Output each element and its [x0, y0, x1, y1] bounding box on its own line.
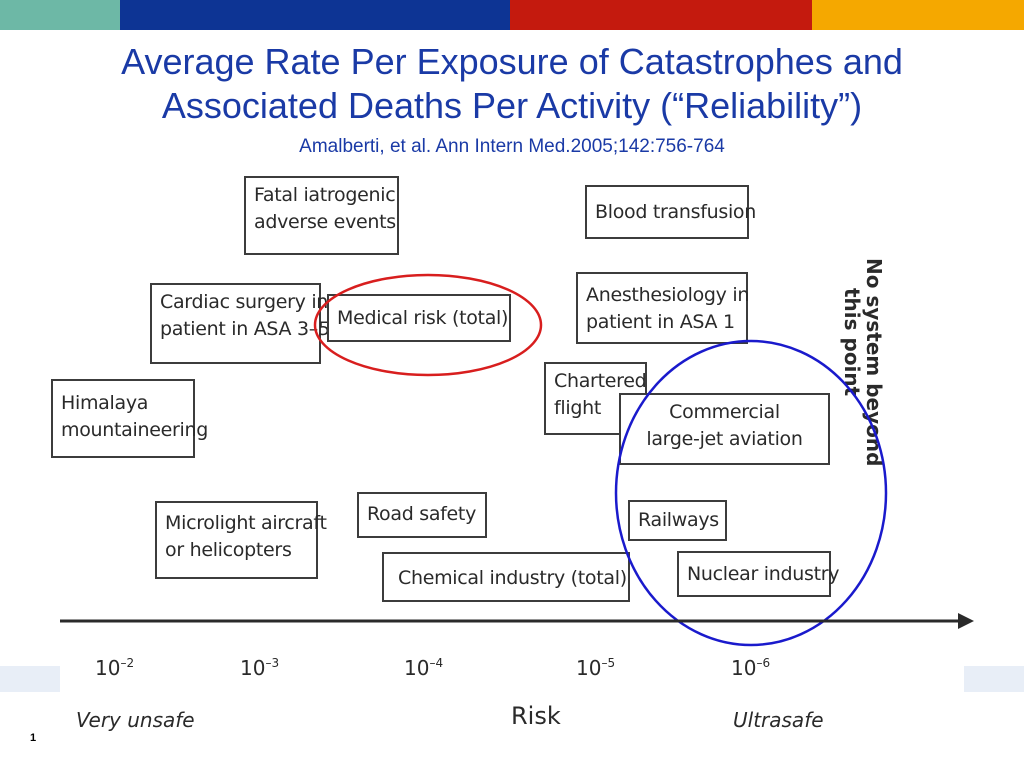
tick-exponent: –3	[265, 656, 280, 670]
box-road-safety: Road safety	[357, 492, 487, 538]
background-strip-left	[0, 666, 60, 692]
bar-segment-orange	[812, 0, 1024, 30]
tick-exponent: –4	[429, 656, 444, 670]
box-line: large-jet aviation	[646, 428, 803, 450]
box-fatal-iatrogenic-adverse-events: Fatal iatrogenic adverse events	[244, 176, 399, 255]
tick-exponent: –2	[120, 656, 135, 670]
blue-highlight-ellipse	[614, 339, 888, 647]
tick-exponent: –5	[601, 656, 616, 670]
ultrasafe-label: Ultrasafe	[733, 708, 824, 732]
citation: Amalberti, et al. Ann Intern Med.2005;14…	[299, 136, 725, 157]
axis-tick-1e-6: 10–6	[731, 656, 770, 680]
tick-base: 10	[95, 656, 121, 680]
tick-base: 10	[404, 656, 430, 680]
very-unsafe-label: Very unsafe	[76, 708, 195, 732]
box-line: Railways	[638, 509, 719, 531]
box-line: Chartered	[554, 370, 647, 392]
box-medical-risk-total: Medical risk (total)	[327, 294, 511, 342]
header-color-bar	[0, 0, 1024, 30]
axis-tick-1e-3: 10–3	[240, 656, 279, 680]
box-chemical-industry-total: Chemical industry (total)	[382, 552, 630, 602]
risk-axis-label: Risk	[511, 702, 561, 730]
box-nuclear-industry: Nuclear industry	[677, 551, 840, 597]
bar-segment-blue	[120, 0, 510, 30]
box-microlight-aircraft: Microlight aircraft or helicopters	[155, 501, 327, 579]
axis-tick-1e-5: 10–5	[576, 656, 615, 680]
tick-exponent: –6	[756, 656, 771, 670]
box-line: or helicopters	[165, 539, 292, 561]
box-line: mountaineering	[61, 419, 209, 441]
box-line: patient in ASA 1	[586, 311, 735, 333]
risk-axis-arrowhead	[958, 613, 974, 629]
page-number: 1	[30, 732, 37, 744]
box-cardiac-surgery: Cardiac surgery in patient in ASA 3–5	[150, 283, 330, 364]
box-line: Nuclear industry	[687, 563, 840, 585]
axis-tick-1e-4: 10–4	[404, 656, 443, 680]
tick-base: 10	[576, 656, 602, 680]
box-commercial-aviation: Commercial large-jet aviation	[619, 393, 830, 465]
box-railways: Railways	[628, 500, 727, 541]
box-line: Blood transfusion	[595, 201, 756, 223]
box-line: Himalaya	[61, 392, 149, 414]
background-strip-right	[964, 666, 1024, 692]
box-line: Road safety	[367, 503, 477, 525]
box-line: Chemical industry (total)	[398, 567, 627, 589]
slide-title-line-1: Average Rate Per Exposure of Catastrophe…	[121, 41, 903, 82]
box-line: adverse events	[254, 211, 396, 233]
red-highlight-ellipse	[313, 273, 543, 377]
axis-tick-1e-2: 10–2	[95, 656, 134, 680]
box-line: Anesthesiology in	[586, 284, 750, 306]
box-line: patient in ASA 3–5	[160, 318, 330, 340]
box-line: Cardiac surgery in	[160, 291, 329, 313]
box-line: Microlight aircraft	[165, 512, 327, 534]
box-line: Commercial	[669, 401, 780, 423]
box-line: Fatal iatrogenic	[254, 184, 396, 206]
box-line: flight	[554, 397, 601, 419]
box-line: Medical risk (total)	[337, 307, 509, 329]
tick-base: 10	[731, 656, 757, 680]
bar-segment-red	[510, 0, 812, 30]
box-anesthesiology: Anesthesiology in patient in ASA 1	[576, 272, 750, 344]
box-blood-transfusion: Blood transfusion	[585, 185, 756, 239]
slide-title-line-2: Associated Deaths Per Activity (“Reliabi…	[161, 85, 863, 126]
bar-segment-teal	[0, 0, 120, 30]
tick-base: 10	[240, 656, 266, 680]
box-himalaya-mountaineering: Himalaya mountaineering	[51, 379, 209, 458]
